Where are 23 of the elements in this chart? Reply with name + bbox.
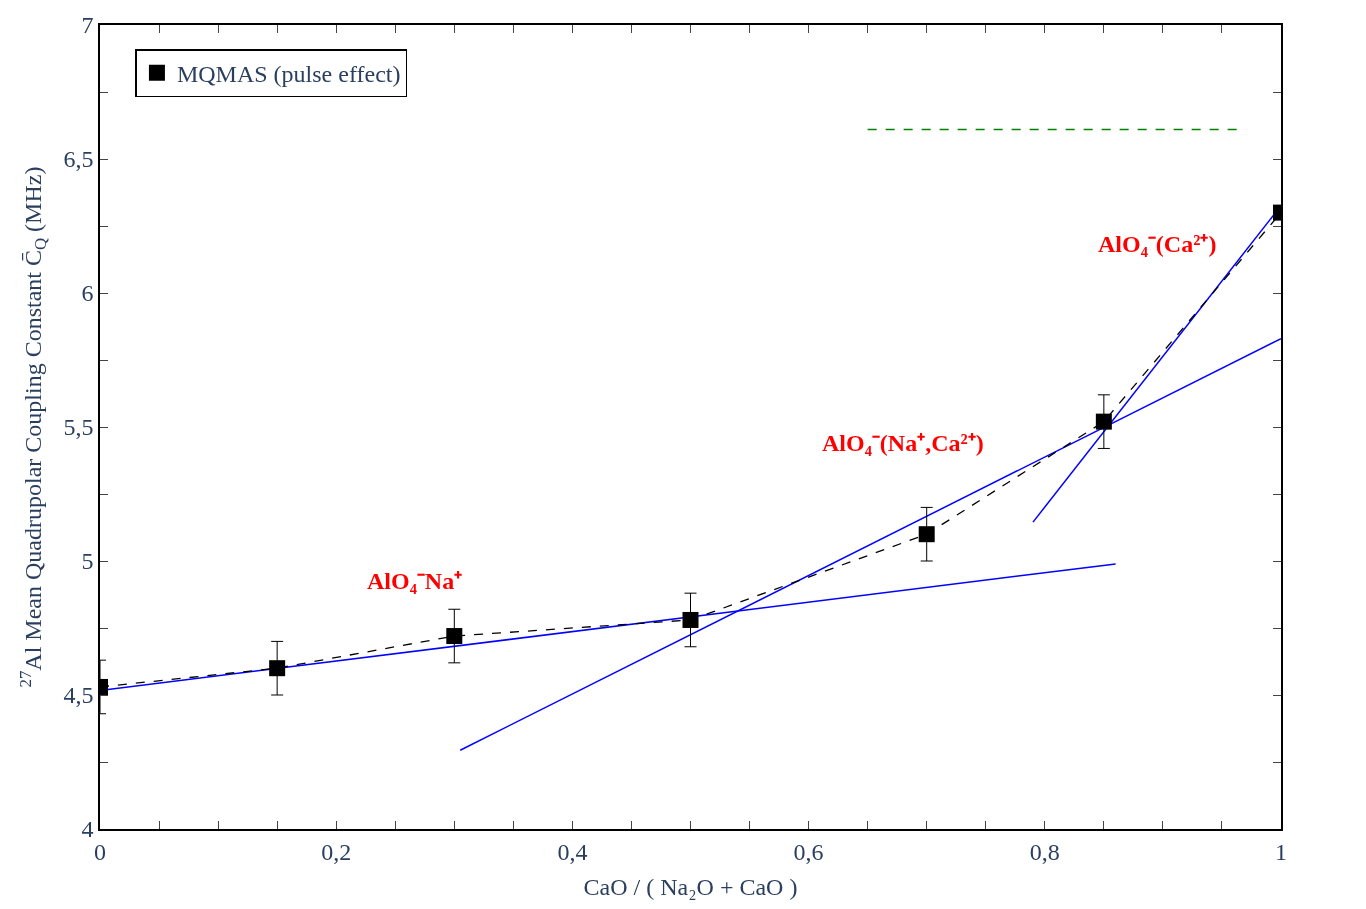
annotation: AlO₄⁻Na⁺: [367, 568, 463, 594]
y-tick-label: 4: [81, 816, 94, 843]
point: [269, 660, 286, 677]
y-tick-label: 6: [81, 280, 94, 307]
y-tick-label: 5,5: [63, 414, 94, 441]
x-tick-label: 0,4: [557, 838, 588, 865]
y-tick-label: 4,5: [63, 682, 94, 709]
point: [918, 526, 935, 543]
x-tick-label: 0: [94, 838, 106, 865]
annotation: AlO₄⁻(Na⁺,Ca²⁺): [822, 430, 984, 456]
x-tick-label: 1: [1275, 838, 1287, 865]
point: [446, 628, 463, 645]
annotation: AlO₄⁻(Ca²⁺): [1098, 231, 1217, 257]
y-tick-label: 7: [81, 12, 94, 39]
point: [682, 611, 699, 628]
x-tick-label: 0,6: [793, 838, 824, 865]
y-tick-label: 5: [81, 548, 94, 575]
x-tick-label: 0,8: [1029, 838, 1060, 865]
point: [1095, 413, 1112, 430]
x-tick-label: 0,2: [321, 838, 352, 865]
legend-label: MQMAS (pulse effect): [176, 61, 401, 88]
y-tick-label: 6,5: [63, 146, 94, 173]
x-axis-title: CaO / ( Na₂O + CaO ): [583, 874, 798, 901]
